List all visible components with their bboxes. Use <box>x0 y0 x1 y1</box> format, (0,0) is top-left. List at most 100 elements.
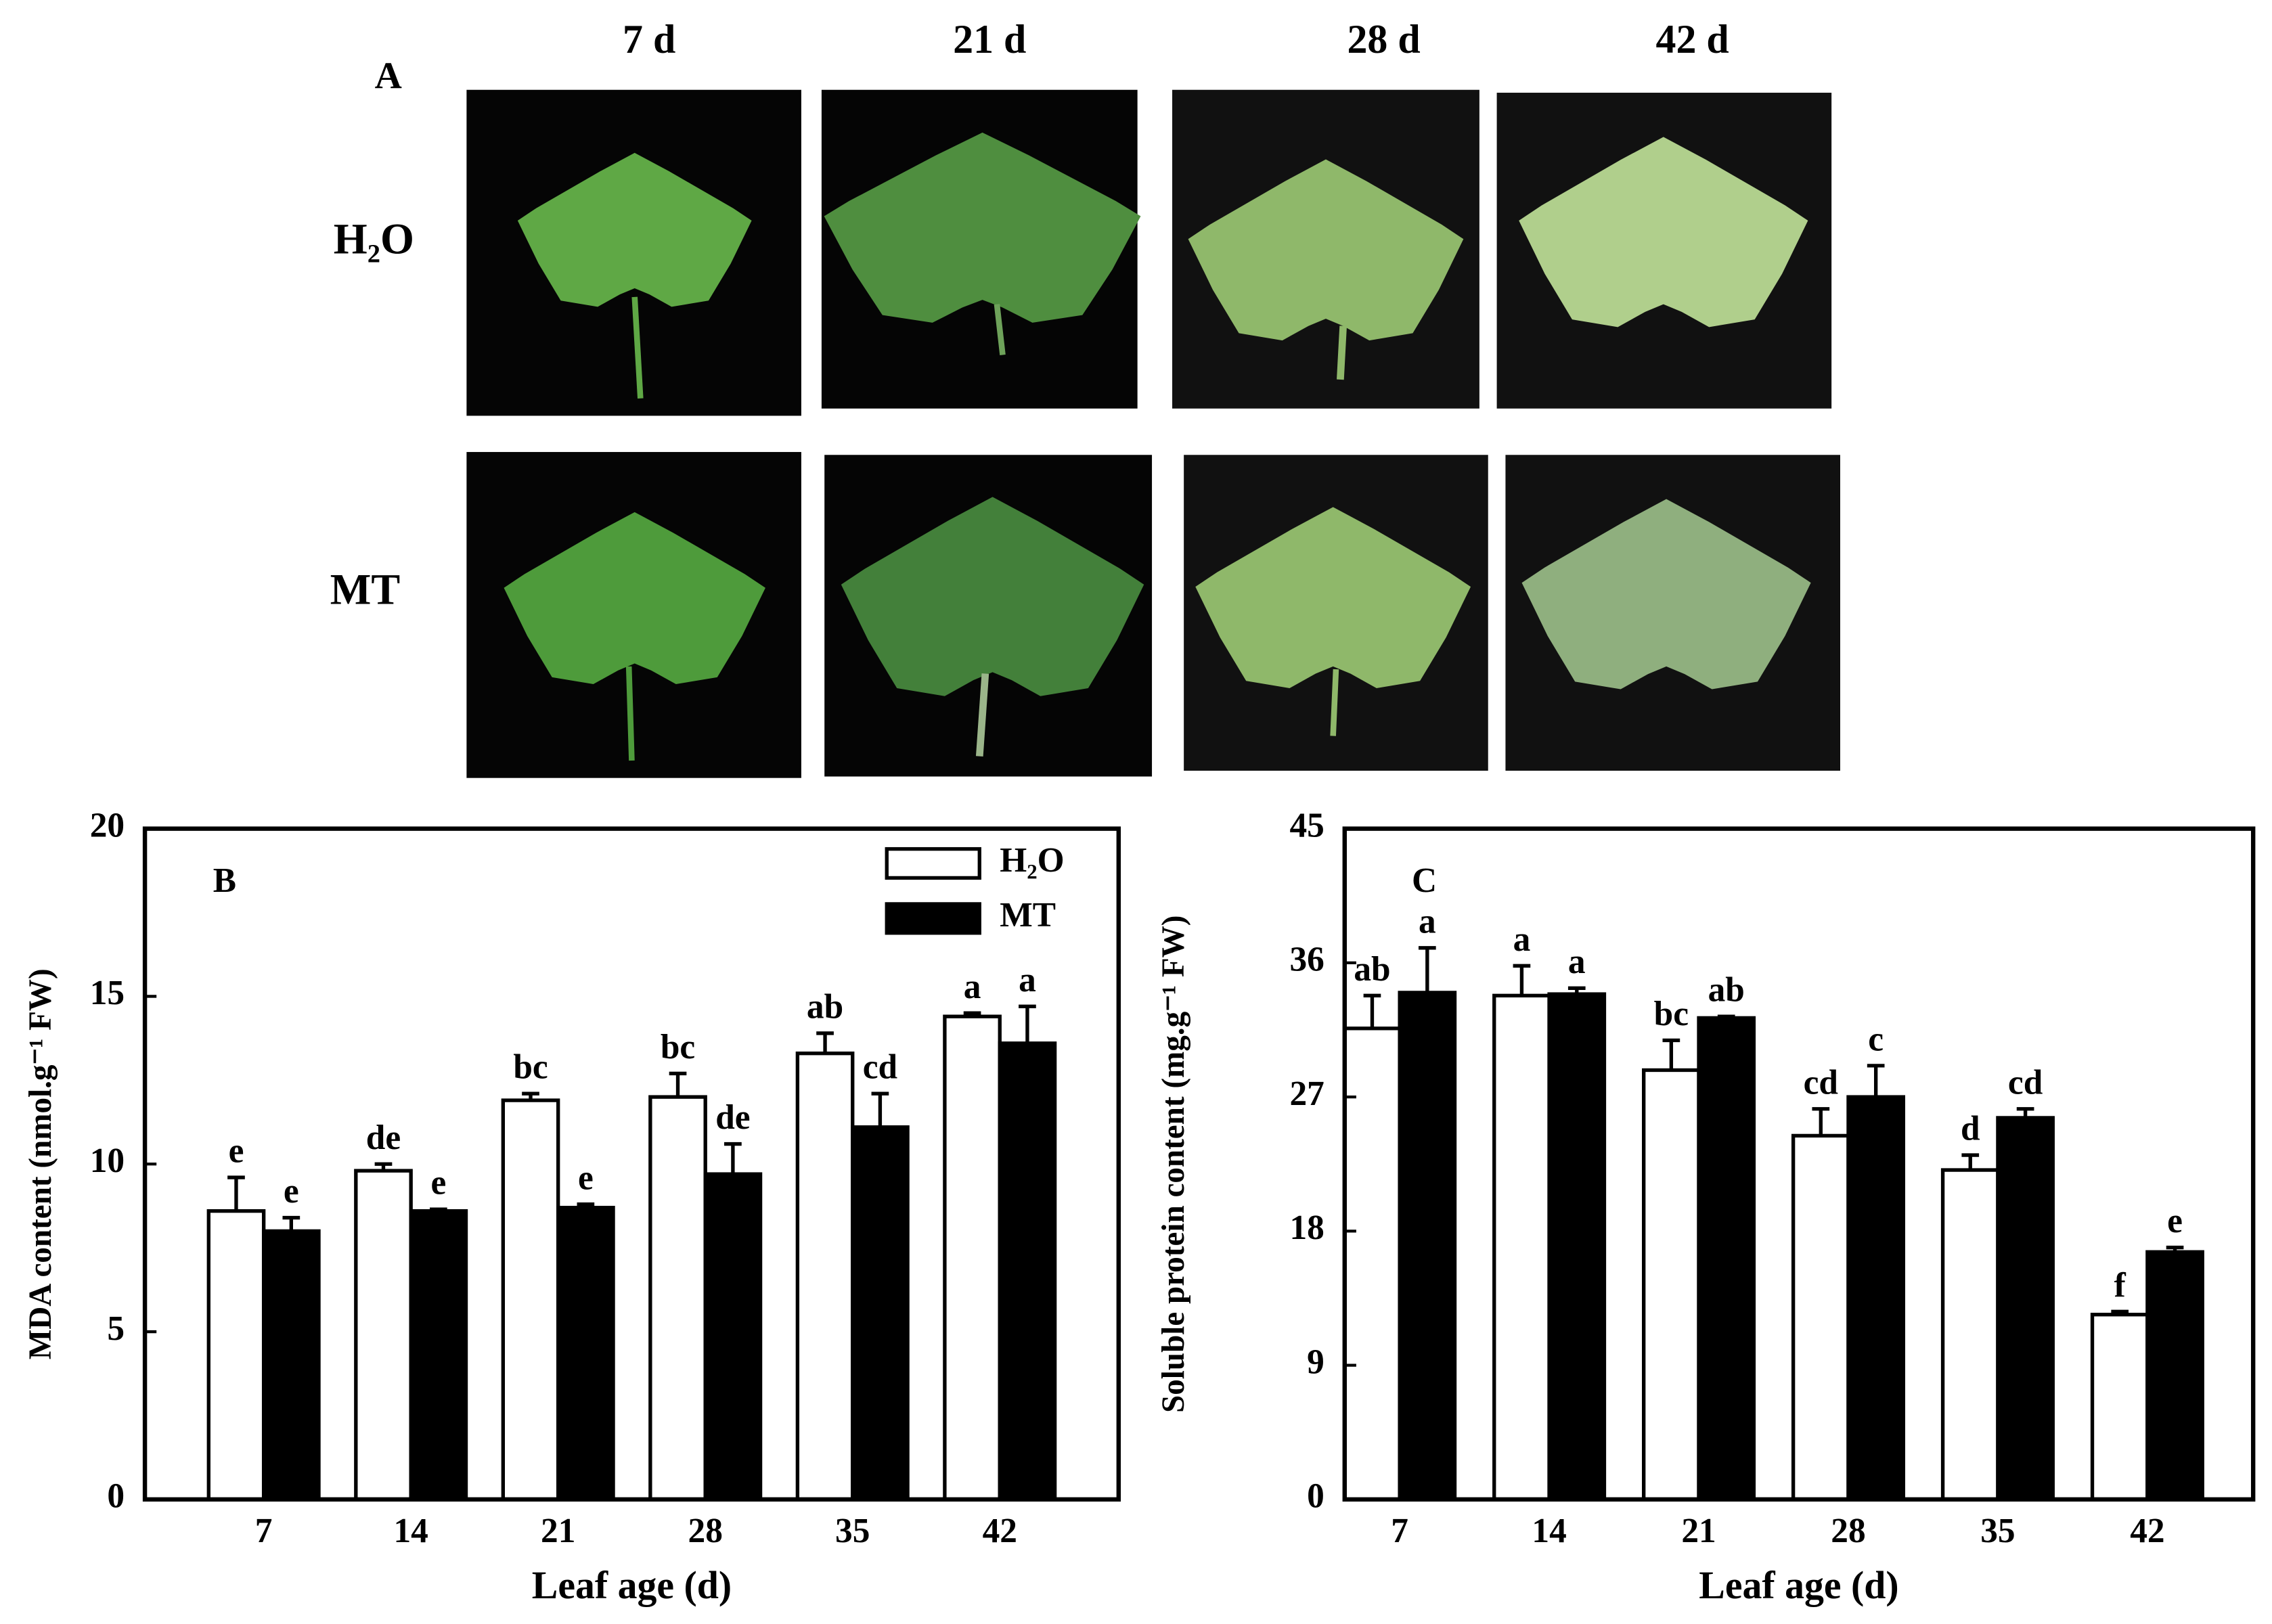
x-tick-label: 42 <box>2130 1512 2164 1550</box>
error-bar <box>1567 986 1586 995</box>
y-tick-label: 36 <box>1289 941 1324 979</box>
significance-letter: c <box>1868 1020 1884 1058</box>
x-tick-label: 14 <box>1532 1512 1566 1550</box>
significance-letter: e <box>229 1132 244 1171</box>
x-tick-label: 35 <box>1980 1512 2015 1550</box>
error-bar <box>577 1202 595 1208</box>
bar <box>206 1209 266 1502</box>
bar <box>1343 1027 1402 1502</box>
bar <box>354 1169 413 1502</box>
bar <box>1791 1133 1850 1502</box>
legend-label: MT <box>1000 896 1056 934</box>
significance-letter: e <box>2167 1202 2183 1240</box>
panel-label: C <box>1412 861 1437 900</box>
y-tick-label: 18 <box>1289 1209 1324 1247</box>
bar <box>2145 1250 2204 1502</box>
column-label: 28 d <box>1347 17 1420 62</box>
significance-letter: cd <box>2008 1063 2043 1102</box>
y-tick-label: 15 <box>90 974 125 1012</box>
bar <box>998 1041 1057 1502</box>
error-bar <box>1513 964 1531 996</box>
column-label: 21 d <box>953 17 1026 62</box>
bar <box>703 1172 763 1502</box>
x-tick-label: 14 <box>393 1512 428 1550</box>
x-tick-label: 7 <box>255 1512 273 1550</box>
plot-frame <box>1342 826 2256 1502</box>
error-bar <box>669 1071 687 1098</box>
y-axis-label: MDA content (nmol.g⁻¹ FW) <box>23 968 58 1359</box>
significance-letter: bc <box>513 1048 548 1087</box>
bar <box>261 1229 321 1502</box>
significance-letter: e <box>284 1172 299 1211</box>
significance-letter: a <box>1513 920 1531 959</box>
significance-letter: f <box>2114 1266 2126 1305</box>
bar <box>1996 1116 2055 1502</box>
bar <box>1846 1095 1906 1502</box>
error-bar <box>871 1091 889 1127</box>
bar <box>2090 1313 2150 1502</box>
y-tick-label: 0 <box>107 1477 125 1516</box>
y-axis-label: Soluble protein content (mg.g⁻¹ FW) <box>1156 916 1191 1413</box>
error-bar <box>2166 1245 2184 1253</box>
significance-letter: cd <box>863 1048 897 1087</box>
legend-swatch <box>885 847 981 880</box>
legend-swatch <box>885 902 981 935</box>
significance-letter: de <box>366 1119 401 1157</box>
panel-label: A <box>375 55 402 97</box>
bar <box>851 1125 910 1502</box>
error-bar <box>522 1091 539 1101</box>
y-tick-label: 5 <box>107 1309 125 1348</box>
y-tick-label: 0 <box>1307 1477 1324 1516</box>
significance-letter: d <box>1961 1110 1980 1148</box>
x-tick-label: 7 <box>1391 1512 1408 1550</box>
error-bar <box>227 1175 245 1211</box>
bar <box>795 1052 855 1502</box>
error-bar <box>1961 1153 1980 1171</box>
significance-letter: a <box>964 968 981 1006</box>
x-tick-label: 21 <box>1681 1512 1716 1550</box>
legend-label: H₂O <box>1000 841 1064 880</box>
column-label: 42 d <box>1655 17 1729 62</box>
error-bar <box>1717 1014 1735 1018</box>
significance-letter: bc <box>661 1028 695 1066</box>
error-bar <box>963 1011 981 1017</box>
error-bar <box>1867 1064 1885 1098</box>
significance-letter: a <box>1419 902 1436 941</box>
error-bar <box>1418 946 1436 993</box>
error-bar <box>2111 1309 2129 1315</box>
y-tick-label: 45 <box>1289 806 1324 844</box>
significance-letter: ab <box>1708 971 1745 1010</box>
x-tick-label: 28 <box>688 1512 723 1550</box>
error-bar <box>2016 1107 2034 1118</box>
y-tick-label: 27 <box>1289 1075 1324 1113</box>
bar <box>501 1098 560 1502</box>
bar <box>1398 991 1457 1502</box>
x-axis-label: Leaf age (d) <box>1699 1563 1898 1607</box>
significance-letter: e <box>578 1158 594 1197</box>
error-bar <box>430 1207 447 1211</box>
x-tick-label: 42 <box>983 1512 1017 1550</box>
column-label: 7 d <box>623 17 675 62</box>
x-tick-label: 35 <box>835 1512 870 1550</box>
significance-letter: e <box>430 1164 446 1202</box>
bar <box>1492 993 1551 1502</box>
error-bar <box>724 1142 742 1175</box>
significance-letter: a <box>1568 943 1586 981</box>
bar <box>1697 1016 1756 1502</box>
significance-letter: cd <box>1804 1063 1838 1102</box>
row-label: H₂O <box>334 215 414 263</box>
panel-label: B <box>213 861 236 900</box>
bar <box>1940 1168 2000 1502</box>
error-bar <box>282 1215 300 1232</box>
significance-letter: ab <box>807 987 843 1026</box>
bar <box>409 1209 468 1502</box>
significance-letter: ab <box>1354 950 1390 989</box>
significance-letter: de <box>715 1098 750 1137</box>
y-tick-label: 9 <box>1307 1343 1324 1381</box>
error-bar <box>1363 993 1381 1029</box>
bar <box>648 1095 707 1502</box>
error-bar <box>1019 1004 1036 1043</box>
leaf-photos <box>466 89 1840 778</box>
bar <box>556 1206 615 1502</box>
